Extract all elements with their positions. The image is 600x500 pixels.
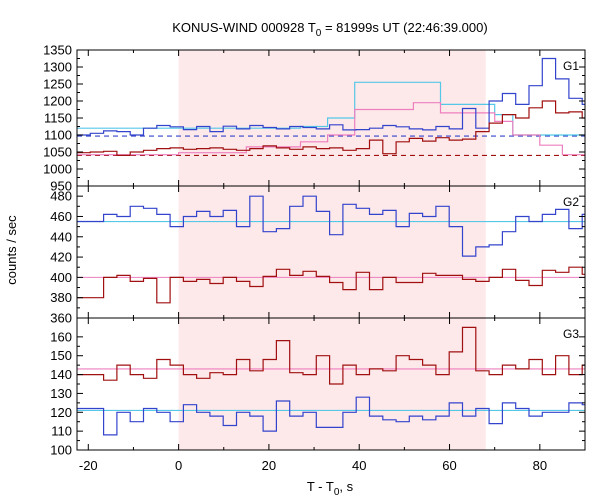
x-tick-label: 60 [442,458,456,473]
panel-2-y-tick-label: 360 [50,311,72,326]
panel-1-y-tick-label: 1100 [44,128,72,143]
panel-3-y-tick-label: 110 [51,424,72,439]
panel-2-y-tick-label: 480 [50,189,72,204]
panel-1-label: G1 [563,59,579,73]
panel-2-y-tick-label: 440 [50,229,72,244]
panel-1-fit-step-pink [77,102,585,156]
panel-2-y-tick-label: 460 [50,209,72,224]
x-tick-label: 20 [262,458,276,473]
panel-2-series-blue [77,195,585,257]
panel-3-series-blue [77,396,585,436]
panel-3-y-tick-label: 160 [50,329,72,344]
panel-2-y-tick-label: 380 [50,290,72,305]
chart-title: KONUS-WIND 000928 T0 = 81999s UT (22:46:… [172,20,487,39]
panel-3-y-tick-label: 130 [50,386,72,401]
text-layer: KONUS-WIND 000928 T0 = 81999s UT (22:46:… [4,20,579,498]
panel-1-y-tick-label: 1150 [44,111,72,126]
x-tick-label: 80 [533,458,547,473]
x-tick-label: -20 [79,458,98,473]
frame-layer [76,49,586,451]
highlight-layer [178,50,486,450]
panel-3-y-tick-label: 140 [50,367,72,382]
x-tick-label: 40 [352,458,366,473]
panel-3-data [77,326,585,436]
panel-3-y-tick-label: 100 [50,443,72,458]
panel-2-y-tick-label: 400 [50,270,72,285]
panel-3-label: G3 [563,327,579,341]
panel-1-y-tick-label: 1300 [43,60,72,75]
panel-1-y-tick-label: 1350 [43,43,72,58]
panel-1-series-red [77,100,585,156]
panel-1-y-tick-label: 1000 [43,162,72,177]
panel-3-series-red [77,326,585,385]
panel-1-y-tick-label: 1050 [43,145,72,160]
panel-2-y-tick-label: 420 [50,250,72,265]
highlight-interval [178,50,486,450]
panel-3-y-tick-label: 120 [50,405,72,420]
data-layer [77,57,585,436]
panel-1-y-tick-label: 950 [50,179,72,194]
x-axis-label: T - T0, s [307,479,354,498]
panel-2-data [77,195,585,304]
panel-1-data [77,57,585,156]
y-axis-label: counts / sec [4,215,19,285]
panel-3-y-tick-label: 150 [50,348,72,363]
panel-1-y-tick-label: 1250 [43,77,72,92]
panel-1-series-blue [77,57,585,136]
panel-1-y-tick-label: 1200 [43,94,72,109]
panel-2-label: G2 [563,195,579,209]
panel-2-series-red [77,266,585,304]
x-tick-label: 0 [175,458,182,473]
